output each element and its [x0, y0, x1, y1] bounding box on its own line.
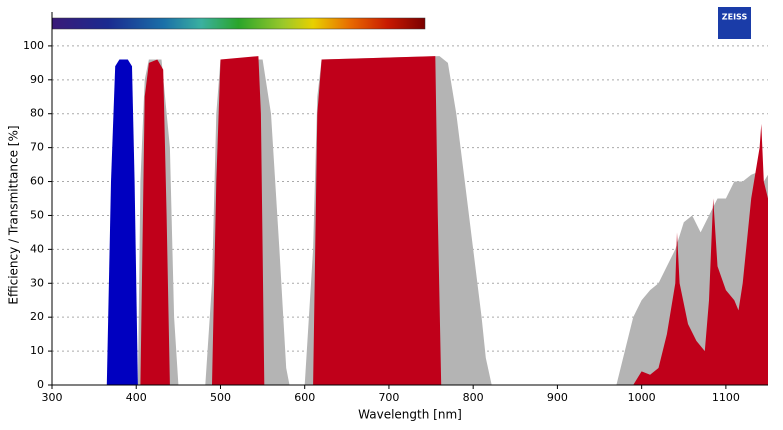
- y-tick-label: 40: [30, 242, 44, 255]
- y-tick-label: 50: [30, 208, 44, 221]
- area: [136, 56, 768, 385]
- x-tick-label: 300: [42, 391, 63, 404]
- logo-text: ZEISS: [722, 13, 748, 22]
- x-tick-label: 800: [463, 391, 484, 404]
- logo-box: [718, 7, 751, 39]
- x-tick-label: 700: [378, 391, 399, 404]
- y-tick-label: 10: [30, 344, 44, 357]
- spectrum-bar: [51, 17, 426, 30]
- area: [106, 59, 138, 385]
- y-tick-label: 0: [37, 378, 44, 391]
- y-tick-label: 70: [30, 141, 44, 154]
- x-tick-label: 900: [547, 391, 568, 404]
- y-tick-label: 100: [23, 39, 44, 52]
- y-tick-label: 60: [30, 175, 44, 188]
- x-tick-label: 600: [294, 391, 315, 404]
- area: [136, 56, 768, 385]
- x-axis-label: Wavelength [nm]: [358, 408, 462, 422]
- y-tick-label: 30: [30, 276, 44, 289]
- y-tick-label: 80: [30, 107, 44, 120]
- x-tick-label: 1000: [628, 391, 656, 404]
- x-tick-label: 1100: [712, 391, 740, 404]
- x-tick-label: 400: [126, 391, 147, 404]
- y-tick-label: 90: [30, 73, 44, 86]
- x-tick-label: 500: [210, 391, 231, 404]
- y-axis-label: Efficiency / Transmittance [%]: [7, 125, 21, 304]
- y-tick-label: 20: [30, 310, 44, 323]
